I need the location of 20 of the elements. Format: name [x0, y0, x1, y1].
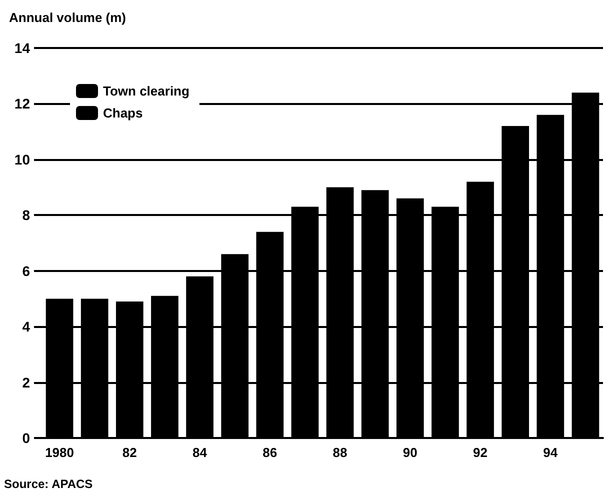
x-tick-label: 1980 — [45, 445, 74, 460]
legend-label: Town clearing — [103, 84, 190, 98]
x-tick-label: 84 — [192, 445, 208, 460]
y-tick-label: 6 — [22, 262, 30, 279]
y-tick-label: 14 — [14, 40, 30, 56]
y-tick-label: 4 — [22, 318, 30, 335]
source-note: Source: APACS — [4, 477, 93, 491]
x-tick-label: 82 — [122, 445, 137, 460]
y-tick-label: 12 — [14, 96, 30, 112]
y-axis-title: Annual volume (m) — [9, 10, 126, 25]
x-tick-label: 94 — [543, 445, 558, 460]
y-tick-label: 0 — [22, 430, 30, 446]
y-tick-label: 2 — [22, 374, 30, 390]
x-tick-label: 86 — [262, 445, 278, 460]
y-tick-label: 10 — [14, 151, 30, 168]
x-tick-label: 90 — [402, 445, 418, 460]
x-tick-label: 88 — [332, 445, 348, 460]
y-tick-label: 8 — [22, 207, 30, 224]
x-tick-label: 92 — [473, 445, 488, 460]
legend-label: Chaps — [103, 106, 143, 120]
